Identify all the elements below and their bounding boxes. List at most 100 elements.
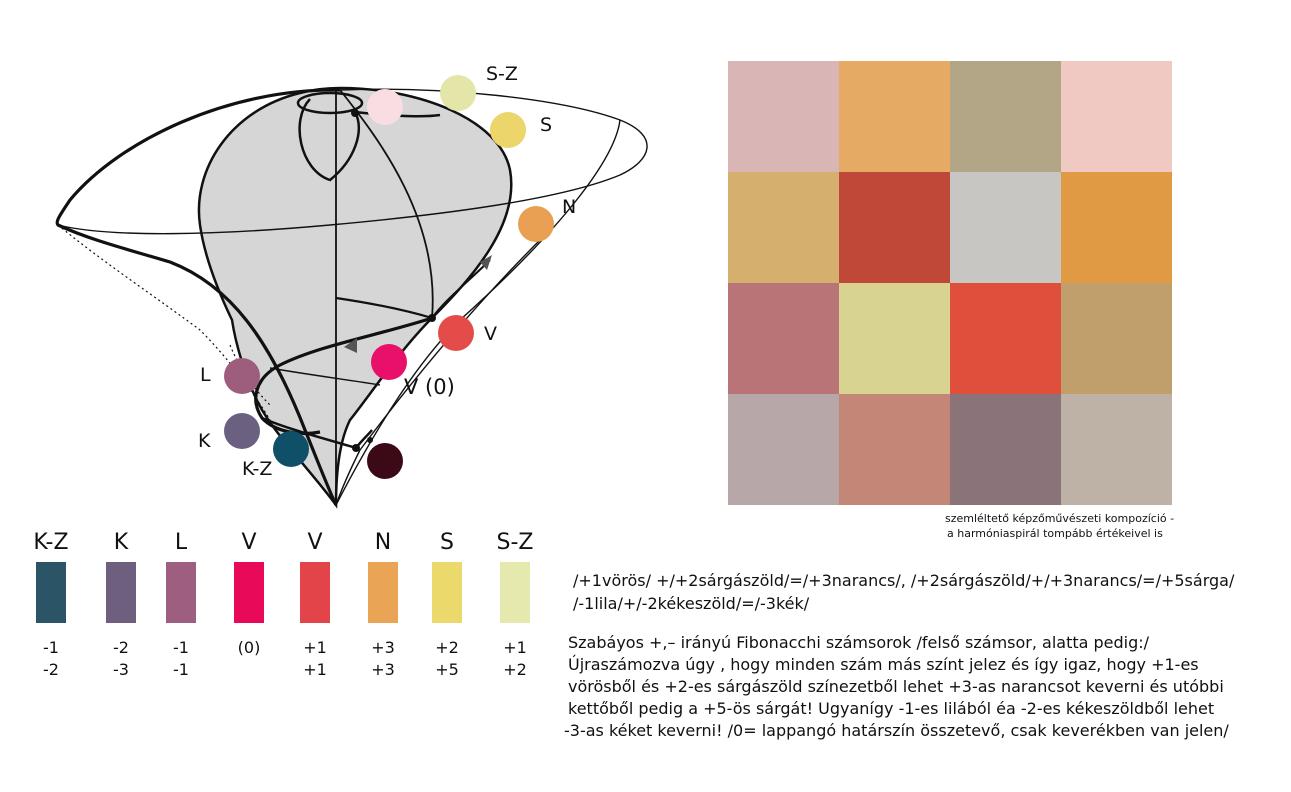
swatch-number-top: -2 <box>113 638 129 657</box>
junction-dot <box>428 314 436 322</box>
node-s <box>490 112 526 148</box>
swatch-color-box <box>432 562 462 623</box>
swatch-number-bottom: +1 <box>303 660 327 679</box>
swatch-label: N <box>374 530 392 555</box>
swatch-column: V (0) <box>216 528 282 681</box>
swatch-column: V +1 +1 <box>282 528 348 681</box>
composition-cell <box>950 283 1061 394</box>
swatch-column: K-Z -1 -2 <box>18 528 84 681</box>
junction-dot <box>352 444 360 452</box>
swatch-label: S-Z <box>496 530 534 555</box>
node-label-n: N <box>562 196 576 218</box>
node-v0 <box>371 344 407 380</box>
swatch-color-box <box>300 562 330 623</box>
arrow-up <box>480 255 492 270</box>
swatch-column: K -2 -3 <box>88 528 154 681</box>
caption-line-1: szemléltető képzőművészeti kompozíció - <box>945 512 1175 525</box>
node-k-z <box>273 431 309 467</box>
node-pink-top <box>367 89 403 125</box>
swatch-number-bottom: -3 <box>113 660 129 679</box>
mixing-formula: /+1vörös/ +/+2sárgászöld/=/+3narancs/, /… <box>573 569 1234 615</box>
swatch-color-box <box>166 562 196 623</box>
composition-cell <box>1061 283 1172 394</box>
swatch-number-bottom: +3 <box>371 660 395 679</box>
description-line: kettőből pedig a +5-ös sárgát! Ugyanígy … <box>568 699 1215 718</box>
composition-grid <box>728 61 1172 505</box>
swatch-label: L <box>174 530 188 555</box>
composition-cell <box>728 283 839 394</box>
node-s-z-top <box>440 75 476 111</box>
node-l <box>224 358 260 394</box>
swatch-color-box <box>36 562 66 623</box>
swatch-number-bottom: -2 <box>43 660 59 679</box>
junction-dot <box>367 437 373 443</box>
composition-cell <box>839 283 950 394</box>
composition-cell <box>1061 172 1172 283</box>
swatch-number-top: -1 <box>173 638 189 657</box>
swatch-column: L -1 -1 <box>148 528 214 681</box>
swatch-column: S +2 +5 <box>414 528 480 681</box>
swatch-color-box <box>368 562 398 623</box>
node-v <box>438 315 474 351</box>
arrow-left <box>344 338 357 353</box>
composition-caption: szemléltető képzőművészeti kompozíció - … <box>928 511 1174 541</box>
swatch-color-box <box>106 562 136 623</box>
swatch-number-top: +3 <box>371 638 395 657</box>
left-inner-dashed <box>229 344 271 406</box>
swatch-label: S <box>440 530 454 555</box>
swatch-number-top: -1 <box>43 638 59 657</box>
description-line: Újraszámozva úgy , hogy minden szám más … <box>568 655 1199 674</box>
harmony-spiral-diagram: S-Z S N V V (0) L K K-Z <box>55 63 648 509</box>
node-n <box>518 206 554 242</box>
swatch-number-bottom: -1 <box>173 660 189 679</box>
right-cone-edge-2 <box>335 239 541 506</box>
description-line: -3-as kéket keverni! /0= lappangó határs… <box>564 721 1229 740</box>
swatch-number-top: +1 <box>503 638 527 657</box>
node-label-v0: V (0) <box>404 375 455 399</box>
swatch-color-box <box>234 562 264 623</box>
swatch-label: K <box>113 530 129 555</box>
bottom-loop <box>261 416 357 450</box>
spiral-arm <box>254 316 433 436</box>
node-dark <box>367 443 403 479</box>
formula-line-1: /+1vörös/ +/+2sárgászöld/=/+3narancs/, /… <box>573 571 1235 590</box>
swatch-number-top: (0) <box>237 638 261 657</box>
composition-cell <box>950 172 1061 283</box>
top-ellipse <box>296 91 364 115</box>
node-label-k: K <box>198 430 211 452</box>
swatch-number-top: +2 <box>435 638 459 657</box>
swatch-number-top: +1 <box>303 638 327 657</box>
swatch-number-bottom: +5 <box>435 660 459 679</box>
swatch-column: N +3 +3 <box>350 528 416 681</box>
composition-cell <box>728 394 839 505</box>
composition-cell <box>728 61 839 172</box>
swatch-color-box <box>500 562 530 623</box>
description-line: Szabáyos +,– irányú Fibonacchi számsorok… <box>568 633 1150 652</box>
swatch-column: S-Z +1 +2 <box>482 528 548 681</box>
swatch-number-bottom: +2 <box>503 660 527 679</box>
outer-ellipse-top <box>57 88 648 235</box>
horizontal-link <box>335 296 433 320</box>
swatch-label: V <box>241 530 257 555</box>
node-label-s-z: S-Z <box>486 63 518 85</box>
composition-cell <box>728 172 839 283</box>
node-label-l: L <box>200 364 211 386</box>
composition-cell <box>950 394 1061 505</box>
node-label-s: S <box>540 114 552 136</box>
outer-cone-thick <box>55 88 341 506</box>
composition-cell <box>950 61 1061 172</box>
lower-curve <box>269 367 381 386</box>
node-label-v: V <box>484 323 497 345</box>
description-text: Szabáyos +,– irányú Fibonacchi számsorok… <box>564 632 1229 742</box>
node-k <box>224 413 260 449</box>
swatch-label: K-Z <box>33 530 69 555</box>
composition-cell <box>1061 394 1172 505</box>
formula-line-2: /-1lila/+/-2kékeszöld/=/-3kék/ <box>573 594 810 613</box>
composition-cell <box>839 172 950 283</box>
meridian-left <box>298 98 360 182</box>
node-label-k-z: K-Z <box>242 458 272 480</box>
swatch-number-bottom <box>216 659 282 681</box>
caption-line-2: a harmóniaspirál tompább értékeivel is <box>947 527 1163 540</box>
description-line: vörösből és +2-es sárgászöld színezetből… <box>568 677 1224 696</box>
composition-cell <box>839 394 950 505</box>
